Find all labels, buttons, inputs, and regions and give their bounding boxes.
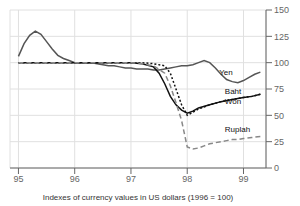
svg-text:50: 50 [274,111,284,121]
svg-text:Yen: Yen [219,68,233,77]
svg-text:97: 97 [126,174,136,184]
svg-text:100: 100 [274,58,289,68]
svg-text:Won: Won [225,97,241,106]
svg-text:95: 95 [13,174,23,184]
svg-text:99: 99 [238,174,248,184]
svg-text:96: 96 [70,174,80,184]
svg-text:125: 125 [274,32,289,42]
svg-text:0: 0 [274,163,279,173]
svg-text:Indexes of currency values in: Indexes of currency values in US dollars… [43,193,234,202]
svg-text:Ruplah: Ruplah [225,125,250,134]
svg-text:150: 150 [274,5,289,15]
svg-text:Baht: Baht [225,87,242,96]
svg-text:98: 98 [182,174,192,184]
svg-text:75: 75 [274,84,284,94]
svg-text:25: 25 [274,137,284,147]
